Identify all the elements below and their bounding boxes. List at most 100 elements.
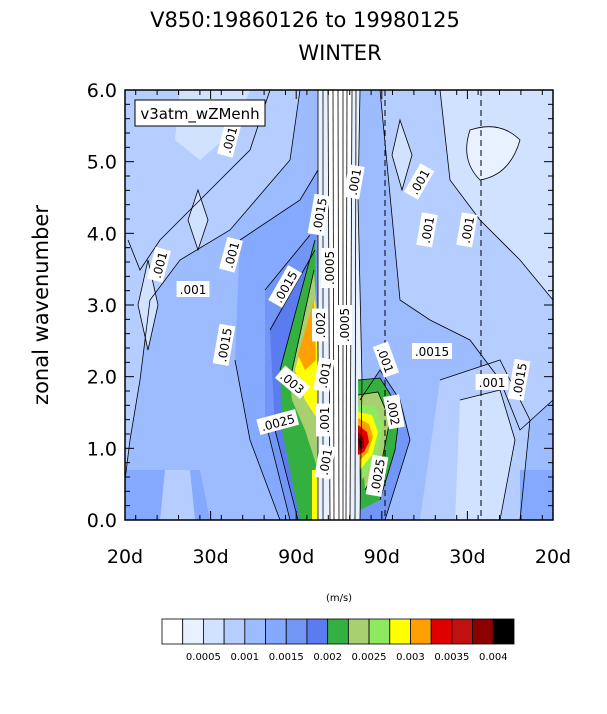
colorbar-swatch	[327, 618, 349, 645]
colorbar-tick-label: 0.002	[313, 652, 342, 663]
contour-label-bg	[507, 358, 531, 401]
x-tick-label: 90d	[278, 546, 314, 568]
contour-line-31	[354, 90, 357, 520]
x-tick-label: 30d	[449, 546, 485, 568]
colorbar-swatch	[203, 618, 225, 645]
contour-label-text: .001	[479, 376, 506, 390]
contour-label-bg	[314, 444, 336, 480]
field-patch-left-bottom-light	[160, 470, 195, 520]
colorbar-tick-label: 0.0015	[269, 652, 304, 663]
contour-line-14	[391, 118, 413, 192]
contour-label: .001	[217, 121, 242, 158]
field-patch-right-corner	[520, 470, 553, 520]
contour-line-11	[379, 90, 553, 431]
contour-label-text: .0015	[415, 345, 449, 359]
legend-box	[134, 99, 266, 127]
contour-label-bg	[268, 265, 303, 308]
field-patch-right-bottom-light	[455, 390, 515, 520]
contour-line-6	[234, 359, 281, 520]
contour-label: .001	[313, 357, 335, 393]
contour-line-layer	[125, 90, 553, 520]
contour-label-text: .0015	[310, 197, 330, 233]
contour-line-20	[279, 239, 316, 371]
contour-label-bg	[365, 454, 389, 497]
colorbar-swatch	[265, 618, 287, 645]
contour-label: .001	[219, 236, 244, 273]
colorbar-tick-label: 0.003	[396, 652, 425, 663]
y-tick-label: 1.0	[87, 438, 117, 460]
contour-line-5	[239, 169, 319, 241]
contour-label-text: .001	[180, 283, 207, 297]
contour-line-7	[264, 234, 311, 291]
contour-label: .0025	[365, 454, 389, 497]
tick-layer	[124, 89, 554, 521]
contour-label-text: .001	[220, 125, 240, 154]
contour-label-bg	[412, 343, 452, 359]
legend-box-label: v3atm_wZMenh	[140, 105, 259, 124]
contour-label-bg	[212, 323, 236, 366]
contour-label-text: .002	[314, 312, 328, 339]
contour-label-bg	[219, 236, 244, 273]
colorbar-swatch	[410, 618, 432, 645]
contour-line-23	[357, 90, 363, 520]
colorbar-tick-label: 0.0005	[186, 652, 221, 663]
contour-label: .001	[176, 281, 210, 297]
chart-title: V850:19860126 to 19980125	[150, 8, 460, 32]
contour-line-4	[187, 188, 209, 252]
y-tick-label: 6.0	[87, 80, 117, 102]
contour-label: .001	[314, 444, 336, 480]
colorbar-tick-label: 0.001	[231, 652, 260, 663]
contour-label-text: .001	[346, 168, 364, 197]
contour-label: .0015	[212, 323, 236, 366]
contour-label-bg	[456, 212, 478, 248]
contour-label-text: .001	[318, 407, 332, 434]
contour-line-1	[125, 90, 301, 481]
contour-label-text: .001	[222, 240, 242, 269]
contour-line-13	[466, 126, 521, 181]
y-tick-label: 0.0	[87, 510, 117, 532]
colorbar-swatch	[182, 618, 204, 645]
contour-label-text: .0015	[215, 327, 235, 363]
colorbar-swatch	[306, 618, 329, 645]
colorbar-swatch	[244, 618, 266, 645]
contour-label-bg	[416, 212, 438, 248]
contour-label-text: .002	[384, 398, 402, 427]
contour-label-bg	[321, 248, 337, 288]
contour-label-bg	[147, 246, 172, 283]
chart-subtitle: WINTER	[298, 41, 381, 65]
contour-label: .001	[456, 212, 478, 248]
y-tick-label-layer: 0.0 1.0 2.0 3.0 4.0 5.0 6.0	[87, 80, 117, 532]
contour-label-bg	[383, 394, 405, 430]
contour-label: .002	[383, 394, 405, 430]
colorbar-swatch	[368, 618, 391, 645]
field-lobe-orange-left	[298, 300, 316, 370]
colorbar-swatch	[492, 618, 515, 645]
contour-label-text: .001	[150, 250, 170, 279]
contour-label-bg	[256, 409, 300, 435]
field-oval-right	[466, 126, 520, 180]
colorbar-swatch	[430, 618, 453, 645]
contour-line-10	[274, 429, 299, 520]
contour-line-9	[269, 249, 316, 331]
colorbar	[161, 618, 515, 645]
contour-label: .0015	[507, 358, 531, 401]
colorbar-swatch	[389, 618, 411, 645]
y-axis-label: zonal wavenumber	[29, 205, 53, 405]
contour-line-21	[289, 269, 315, 381]
contour-line-16	[459, 389, 516, 520]
contour-label-bg	[176, 281, 210, 297]
colorbar-swatch	[285, 618, 308, 645]
contour-label: .001	[416, 212, 438, 248]
x-tick-label-layer: 20d 30d 90d 90d 30d 20d	[107, 546, 571, 568]
contour-label: .0015	[412, 343, 452, 359]
contour-label: .0005	[321, 248, 337, 288]
contour-label-bg	[404, 163, 435, 200]
colorbar-swatch	[347, 618, 370, 645]
colorbar-tick-labels: 0.0005 0.001 0.0015 0.002 0.0025 0.003 0.0035 0…	[186, 652, 508, 663]
contour-label-bg	[343, 164, 365, 200]
contour-label-text: .0005	[338, 308, 352, 342]
contour-label-bg	[336, 305, 352, 345]
colorbar-tick-label: 0.0025	[352, 652, 387, 663]
contour-label: .002	[312, 308, 328, 342]
